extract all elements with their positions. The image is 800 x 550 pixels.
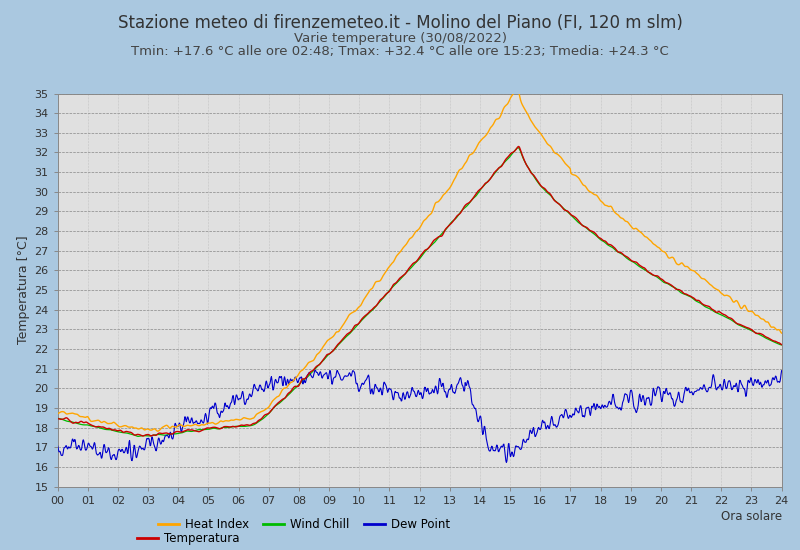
Wind Chill [53,415,62,422]
Heat Index [295,368,305,375]
Heat Index [197,421,206,428]
Legend: Temperatura: Temperatura [132,527,244,549]
Wind Chill [197,426,206,433]
Wind Chill [628,258,638,265]
Temperatura [214,425,224,432]
Text: Stazione meteo di firenzemeteo.it - Molino del Piano (FI, 120 m slm): Stazione meteo di firenzemeteo.it - Moli… [118,14,682,32]
Dew Point [214,411,223,417]
Text: Varie temperature (30/08/2022): Varie temperature (30/08/2022) [294,32,506,45]
Temperatura [197,427,206,434]
Temperatura [534,178,543,185]
Text: Tmin: +17.6 °C alle ore 02:48; Tmax: +32.4 °C alle ore 15:23; Tmedia: +24.3 °C: Tmin: +17.6 °C alle ore 02:48; Tmax: +32… [131,45,669,58]
Heat Index [534,128,543,134]
Dew Point [502,459,511,466]
Wind Chill [777,342,786,348]
Dew Point [534,425,543,432]
Temperatura [692,297,702,304]
Dew Point [692,388,702,394]
Heat Index [153,428,162,435]
Wind Chill [513,145,522,151]
Line: Dew Point: Dew Point [58,370,782,463]
Dew Point [53,442,62,449]
Temperatura [628,258,638,265]
Dew Point [777,367,786,374]
Wind Chill [295,380,305,387]
Temperatura [138,433,147,439]
Wind Chill [134,433,143,439]
Heat Index [777,330,786,337]
Dew Point [310,367,320,373]
Wind Chill [692,298,702,305]
Temperatura [53,415,62,422]
Line: Temperatura: Temperatura [58,146,782,436]
Line: Heat Index: Heat Index [58,90,782,431]
Temperatura [777,341,786,348]
Y-axis label: Temperatura [°C]: Temperatura [°C] [17,236,30,344]
Heat Index [692,270,702,277]
Wind Chill [214,426,224,432]
Temperatura [514,143,523,150]
Wind Chill [534,179,543,186]
Heat Index [214,419,224,426]
Dew Point [196,416,206,423]
Line: Wind Chill: Wind Chill [58,148,782,436]
Dew Point [295,375,305,381]
Heat Index [513,86,522,93]
Heat Index [628,225,638,232]
Text: Ora solare: Ora solare [722,510,782,524]
Dew Point [628,394,638,400]
Temperatura [295,380,305,387]
Heat Index [53,410,62,417]
